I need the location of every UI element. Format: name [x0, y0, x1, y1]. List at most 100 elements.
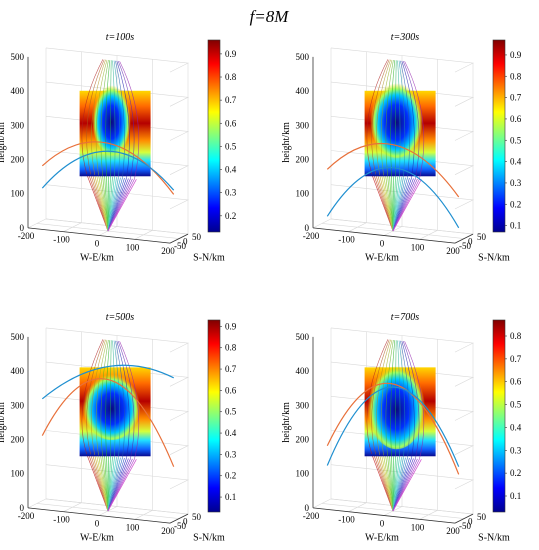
colorbar-tick-label: 0.5: [225, 407, 237, 417]
ray-curve: [116, 340, 130, 459]
ray-curve: [380, 339, 393, 456]
colorbar-tick-label: 0.3: [225, 188, 237, 198]
axes: [27, 56, 189, 244]
ray-curve: [100, 339, 109, 456]
z-axis-line: [454, 513, 474, 524]
y-tick-label: 400: [11, 366, 25, 376]
gridline: [330, 218, 474, 235]
ray: [392, 459, 422, 512]
ray-arc: [326, 142, 460, 198]
ray-curve: [402, 60, 420, 179]
ray-curve: [116, 60, 130, 179]
x-tick-label: 0: [95, 519, 100, 529]
ray-curve: [385, 339, 394, 456]
z-tick-label: 0: [468, 517, 473, 527]
y-axis-label: height/km: [0, 402, 7, 443]
colorbar-tick-label: 0.4: [510, 422, 522, 432]
x-tick-label: -100: [338, 515, 355, 525]
colorbar-tick-label: 0.2: [225, 211, 236, 221]
y-tick-label: 500: [296, 52, 310, 62]
ray-curve: [395, 340, 397, 457]
colorbar: [492, 39, 506, 233]
ray-curve: [91, 59, 106, 175]
y-tick-label: 200: [296, 435, 310, 445]
x-tick-label: -200: [18, 231, 35, 241]
z-axis-label: S-N/km: [193, 533, 225, 544]
ray-upper: [81, 339, 140, 460]
ray-curve: [117, 340, 135, 459]
x-tick-label: 100: [411, 522, 425, 532]
y-tick-label: 200: [11, 435, 25, 445]
colorbar-tick-label: 0.1: [225, 492, 236, 502]
ray-curve: [366, 339, 389, 455]
colorbar-tick-label: 0.3: [510, 445, 522, 455]
x-axis-label: W-E/km: [80, 253, 114, 264]
ray-curve: [390, 340, 396, 457]
ray-curve: [371, 339, 390, 455]
ray-curve: [376, 59, 391, 175]
colorbar-tick-label: 0.5: [510, 400, 522, 410]
colorbar-tick-label: 0.4: [225, 428, 237, 438]
x-tick-label: -100: [53, 515, 70, 525]
colorbar-tick-label: 0.1: [510, 221, 521, 231]
y-axis-label: height/km: [0, 122, 7, 163]
x-tick-label: 100: [126, 242, 140, 252]
y-tick-label: 300: [11, 400, 25, 410]
z-tick-label: 50: [192, 512, 202, 522]
y-tick-label: 100: [296, 469, 310, 479]
ray-curve: [112, 340, 116, 458]
y-tick-label: 200: [11, 155, 25, 165]
ray-curve: [100, 59, 109, 176]
z-tick-label: 50: [477, 512, 487, 522]
colorbar-tick-label: 0.8: [225, 72, 237, 82]
y-tick-label: 100: [296, 189, 310, 199]
colorbar-tick-label: 0.6: [510, 377, 522, 387]
z-tick-label: 0: [468, 237, 473, 247]
z-tick-label: 0: [183, 517, 188, 527]
colorbar-tick-label: 0.2: [510, 199, 521, 209]
ray-curve: [86, 339, 105, 455]
colorbar-tick-label: 0.4: [510, 157, 522, 167]
x-tick-label: 200: [161, 246, 175, 256]
ray-curve: [376, 339, 391, 455]
x-tick-label: 100: [411, 242, 425, 252]
x-tick-label: 200: [446, 246, 460, 256]
ray-upper: [366, 339, 425, 460]
z-tick-label: -50: [174, 241, 186, 251]
ray-curve: [117, 60, 135, 179]
ray-arc: [326, 166, 460, 229]
ray-curve: [110, 340, 112, 457]
colorbar-tick-label: 0.8: [225, 343, 237, 353]
colorbar-tick-label: 0.9: [225, 321, 237, 331]
ray-curve: [400, 60, 410, 178]
ray-curve: [398, 340, 406, 458]
ray-upper: [81, 59, 140, 180]
ray-curve: [397, 60, 401, 178]
x-tick-label: -200: [303, 231, 320, 241]
x-tick-label: 0: [380, 239, 385, 249]
ray-arc: [41, 364, 174, 400]
y-tick-label: 300: [296, 120, 310, 130]
x-tick-label: -100: [53, 235, 70, 245]
colorbar-tick-label: 0.6: [225, 385, 237, 395]
y-tick-label: 200: [296, 155, 310, 165]
chart-title: t=700s: [391, 312, 420, 323]
colorbar-tick-label: 0.8: [510, 331, 522, 341]
colorbar-tick-label: 0.6: [225, 118, 237, 128]
x-tick-label: 200: [161, 526, 175, 536]
z-axis-line: [454, 233, 474, 244]
colorbar-tick-label: 0.9: [225, 49, 237, 59]
figure-title: f=8M: [250, 7, 290, 26]
x-axis-line: [312, 507, 456, 524]
ray: [107, 459, 137, 512]
z-axis-line: [169, 233, 189, 244]
y-tick-label: 100: [11, 469, 25, 479]
z-tick-label: -50: [174, 521, 186, 531]
ray-curve: [95, 59, 108, 176]
ray-fan: [371, 453, 422, 512]
axes: [312, 56, 474, 244]
